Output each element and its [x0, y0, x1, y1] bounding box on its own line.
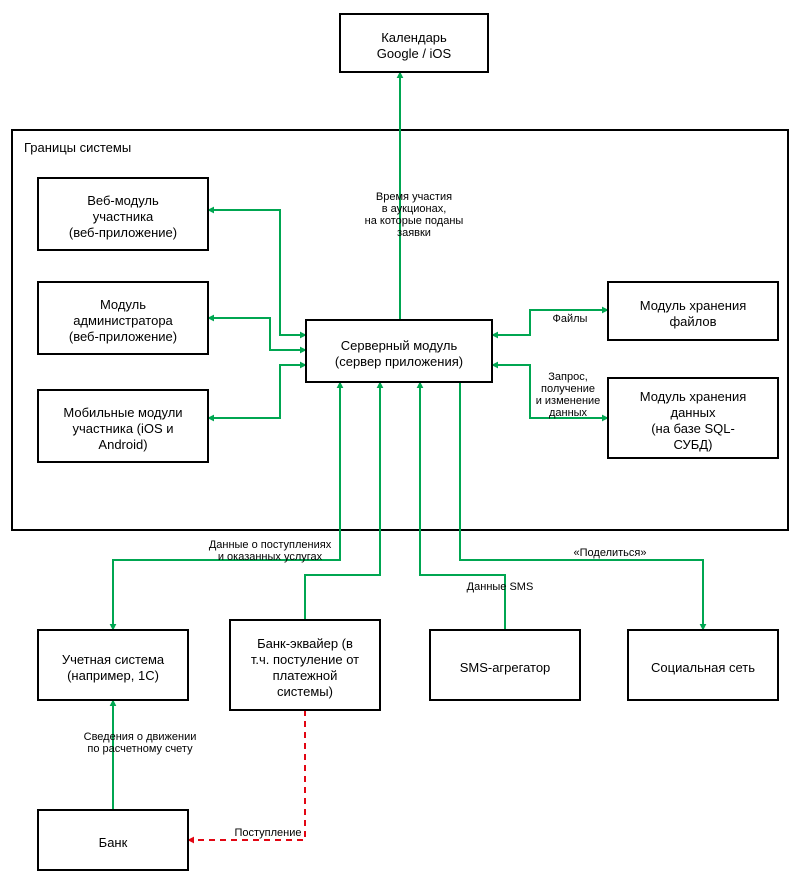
edge-acq-bank	[188, 710, 305, 840]
edge-label-bank-acct: Сведения о движениипо расчетному счету	[84, 731, 197, 755]
edge-label-srv-files: Файлы	[553, 313, 588, 325]
edge-label-acct-srv: Данные о поступленияхи оказанных услугах	[209, 539, 332, 563]
node-label-sms: SMS-агрегатор	[460, 660, 551, 675]
boundary-label: Границы системы	[24, 140, 131, 155]
node-label-server: Серверный модуль(сервер приложения)	[335, 338, 463, 369]
edge-label-srv-data: Запрос,получениеи изменениеданных	[536, 371, 601, 419]
edge-acq-srv	[305, 382, 380, 620]
edge-srv-files	[492, 310, 608, 335]
edge-label-acq-bank: Поступление	[234, 827, 301, 839]
edge-web-srv	[208, 210, 306, 335]
edge-label-social-srv: «Поделиться»	[574, 547, 647, 559]
node-label-bank: Банк	[99, 835, 128, 850]
node-label-calendar: КалендарьGoogle / iOS	[377, 30, 452, 61]
edge-label-srv-cal: Время участияв аукционах,на которые пода…	[365, 191, 464, 239]
node-label-social: Социальная сеть	[651, 660, 755, 675]
edge-mobile-srv	[208, 365, 306, 418]
node-label-acct: Учетная система(например, 1С)	[62, 652, 165, 683]
edge-label-sms-srv: Данные SMS	[467, 581, 534, 593]
